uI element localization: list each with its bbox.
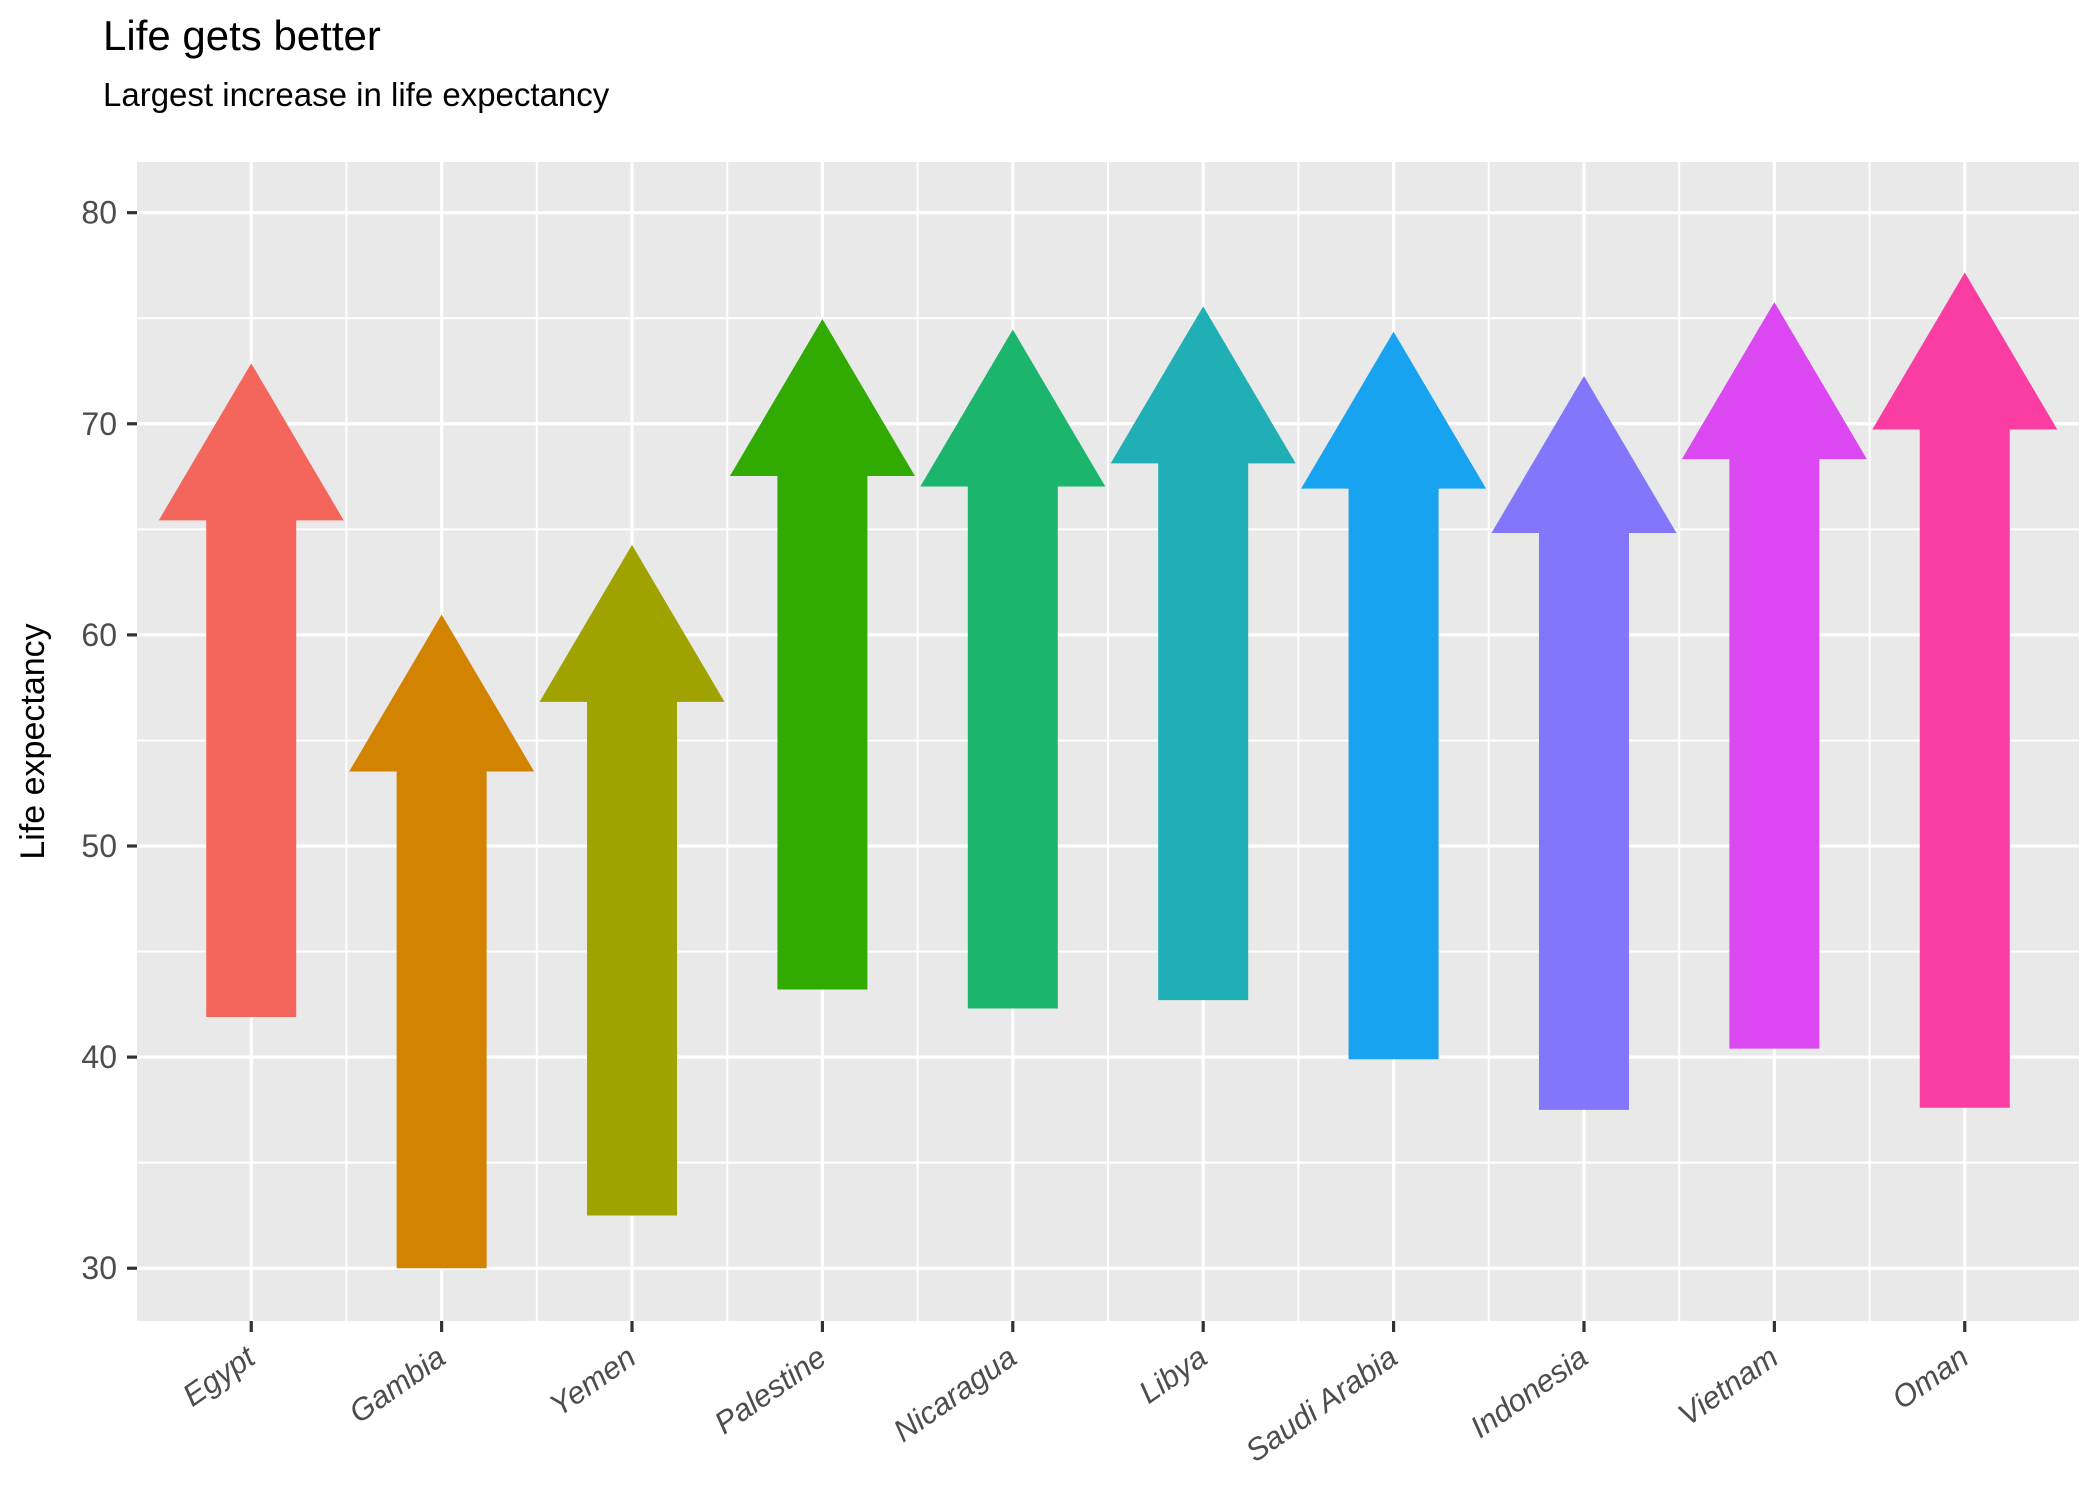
chart-subtitle: Largest increase in life expectancy [103,76,610,113]
x-tick-label: Gambia [343,1339,452,1430]
y-tick-label: 50 [81,828,117,864]
arrow-indonesia [1491,376,1677,1110]
y-tick-label: 30 [81,1250,117,1286]
x-tick-label: Yemen [543,1339,642,1423]
arrow-gambia [349,614,535,1269]
y-tick-label: 40 [81,1039,117,1075]
y-axis-title: Life expectancy [14,623,52,859]
x-tick-label: Nicaragua [887,1339,1023,1449]
arrow-yemen [539,544,725,1216]
y-tick-label: 80 [81,195,117,231]
x-tick-label: Libya [1132,1339,1213,1410]
arrow-nicaragua [920,329,1106,1009]
arrow-oman [1872,272,2058,1108]
arrow-palestine [729,319,915,990]
arrow-libya [1110,306,1296,1001]
x-tick-label: Indonesia [1464,1339,1594,1445]
x-tick-label: Palestine [708,1339,833,1441]
x-tick-label: Oman [1886,1339,1975,1416]
x-tick-label: Saudi Arabia [1239,1339,1404,1469]
y-tick-label: 70 [81,406,117,442]
arrow-egypt [158,363,344,1017]
arrow-saudi-arabia [1301,331,1487,1060]
chart-title: Life gets better [103,12,381,59]
y-tick-label: 60 [81,617,117,653]
arrow-vietnam [1681,302,1867,1049]
x-tick-label: Vietnam [1672,1339,1785,1433]
x-tick-label: Egypt [176,1338,262,1413]
